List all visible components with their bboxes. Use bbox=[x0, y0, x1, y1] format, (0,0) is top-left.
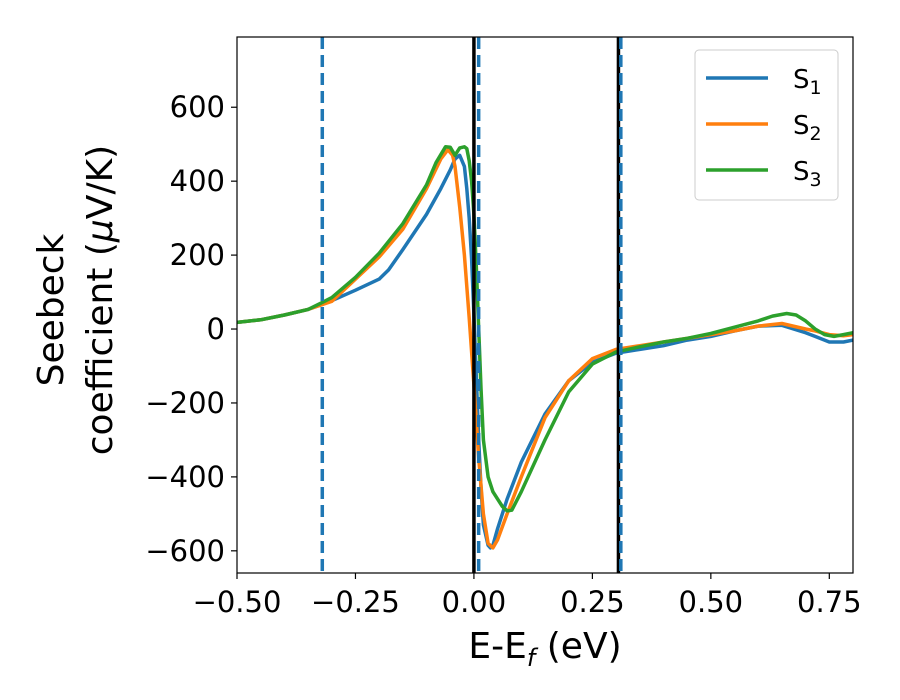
y-tick-label: 400 bbox=[170, 164, 225, 198]
y-tick-label: 0 bbox=[207, 312, 225, 346]
y-tick-label: −200 bbox=[145, 386, 225, 420]
y-axis-title-mu: μ bbox=[80, 219, 121, 243]
y-tick-label: 600 bbox=[170, 90, 225, 124]
x-tick-label: 0.50 bbox=[679, 585, 744, 619]
x-tick-label: −0.50 bbox=[193, 585, 282, 619]
y-tick-label: 200 bbox=[170, 238, 225, 272]
y-axis-title-line1: Seebeck bbox=[31, 233, 72, 386]
series-line-s3 bbox=[237, 145, 853, 513]
reference-lines bbox=[320, 37, 623, 573]
legend-label-main: S bbox=[793, 157, 810, 187]
x-tick-label: 0.25 bbox=[560, 585, 625, 619]
x-tick-label: 0.75 bbox=[797, 585, 862, 619]
x-tick-label: −0.25 bbox=[311, 585, 400, 619]
x-tick-label: 0.00 bbox=[442, 585, 507, 619]
legend-label-subscript: 1 bbox=[810, 77, 822, 99]
y-tick-label: −400 bbox=[145, 460, 225, 494]
x-axis-title-unit: (eV) bbox=[535, 626, 621, 667]
legend-label-s3: S3 bbox=[793, 157, 822, 191]
x-axis-title-main: E-E bbox=[468, 626, 526, 667]
y-tick-label: −600 bbox=[145, 534, 225, 568]
y-axis-title-text: coefficient ( bbox=[80, 242, 121, 455]
y-axis-ticks: −600 −400 −200 0 200 400 600 bbox=[145, 90, 237, 568]
series-layer bbox=[237, 145, 853, 550]
series-line-s1 bbox=[237, 153, 853, 550]
legend-label-s1: S1 bbox=[793, 65, 822, 99]
plot-frame bbox=[236, 36, 854, 574]
series-line-s2 bbox=[237, 147, 853, 550]
legend-label-subscript: 2 bbox=[810, 123, 822, 145]
legend-label-s2: S2 bbox=[793, 111, 822, 145]
legend-label-subscript: 3 bbox=[810, 169, 822, 191]
x-axis-title: E-Ef (eV) bbox=[468, 626, 621, 672]
legend-label-main: S bbox=[793, 111, 810, 141]
y-axis-title-unit: V/K) bbox=[80, 145, 121, 219]
y-axis-title-line2: coefficient (μV/K) bbox=[80, 145, 121, 455]
x-axis-ticks: −0.50 −0.25 0.00 0.25 0.50 0.75 bbox=[193, 573, 862, 619]
legend-label-main: S bbox=[793, 65, 810, 95]
